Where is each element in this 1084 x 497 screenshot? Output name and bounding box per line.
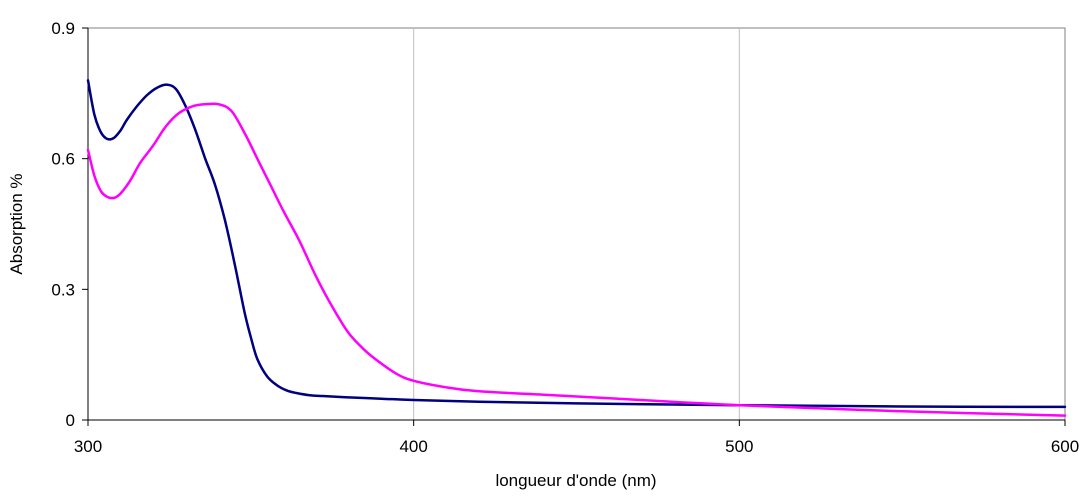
x-tick-label: 600 [1051,437,1079,456]
gridlines [413,28,740,420]
series-line-1 [86,79,1067,409]
plot-area [87,27,1066,421]
axes [82,27,1066,426]
series-lines [86,79,1067,417]
x-axis-title: longueur d'onde (nm) [495,471,656,490]
x-tick-label: 400 [399,437,427,456]
x-tick-label: 300 [74,437,102,456]
y-tick-labels: 0 0.3 0.6 0.9 [51,19,75,430]
y-tick-label: 0.6 [51,150,75,169]
y-tick-label: 0.9 [51,19,75,38]
y-axis-title: Absorption % [7,173,26,274]
series-line-2 [86,102,1067,417]
y-tick-label: 0.3 [51,280,75,299]
x-tick-labels: 300 400 500 600 [74,437,1079,456]
y-tick-label: 0 [66,411,75,430]
x-tick-label: 500 [725,437,753,456]
